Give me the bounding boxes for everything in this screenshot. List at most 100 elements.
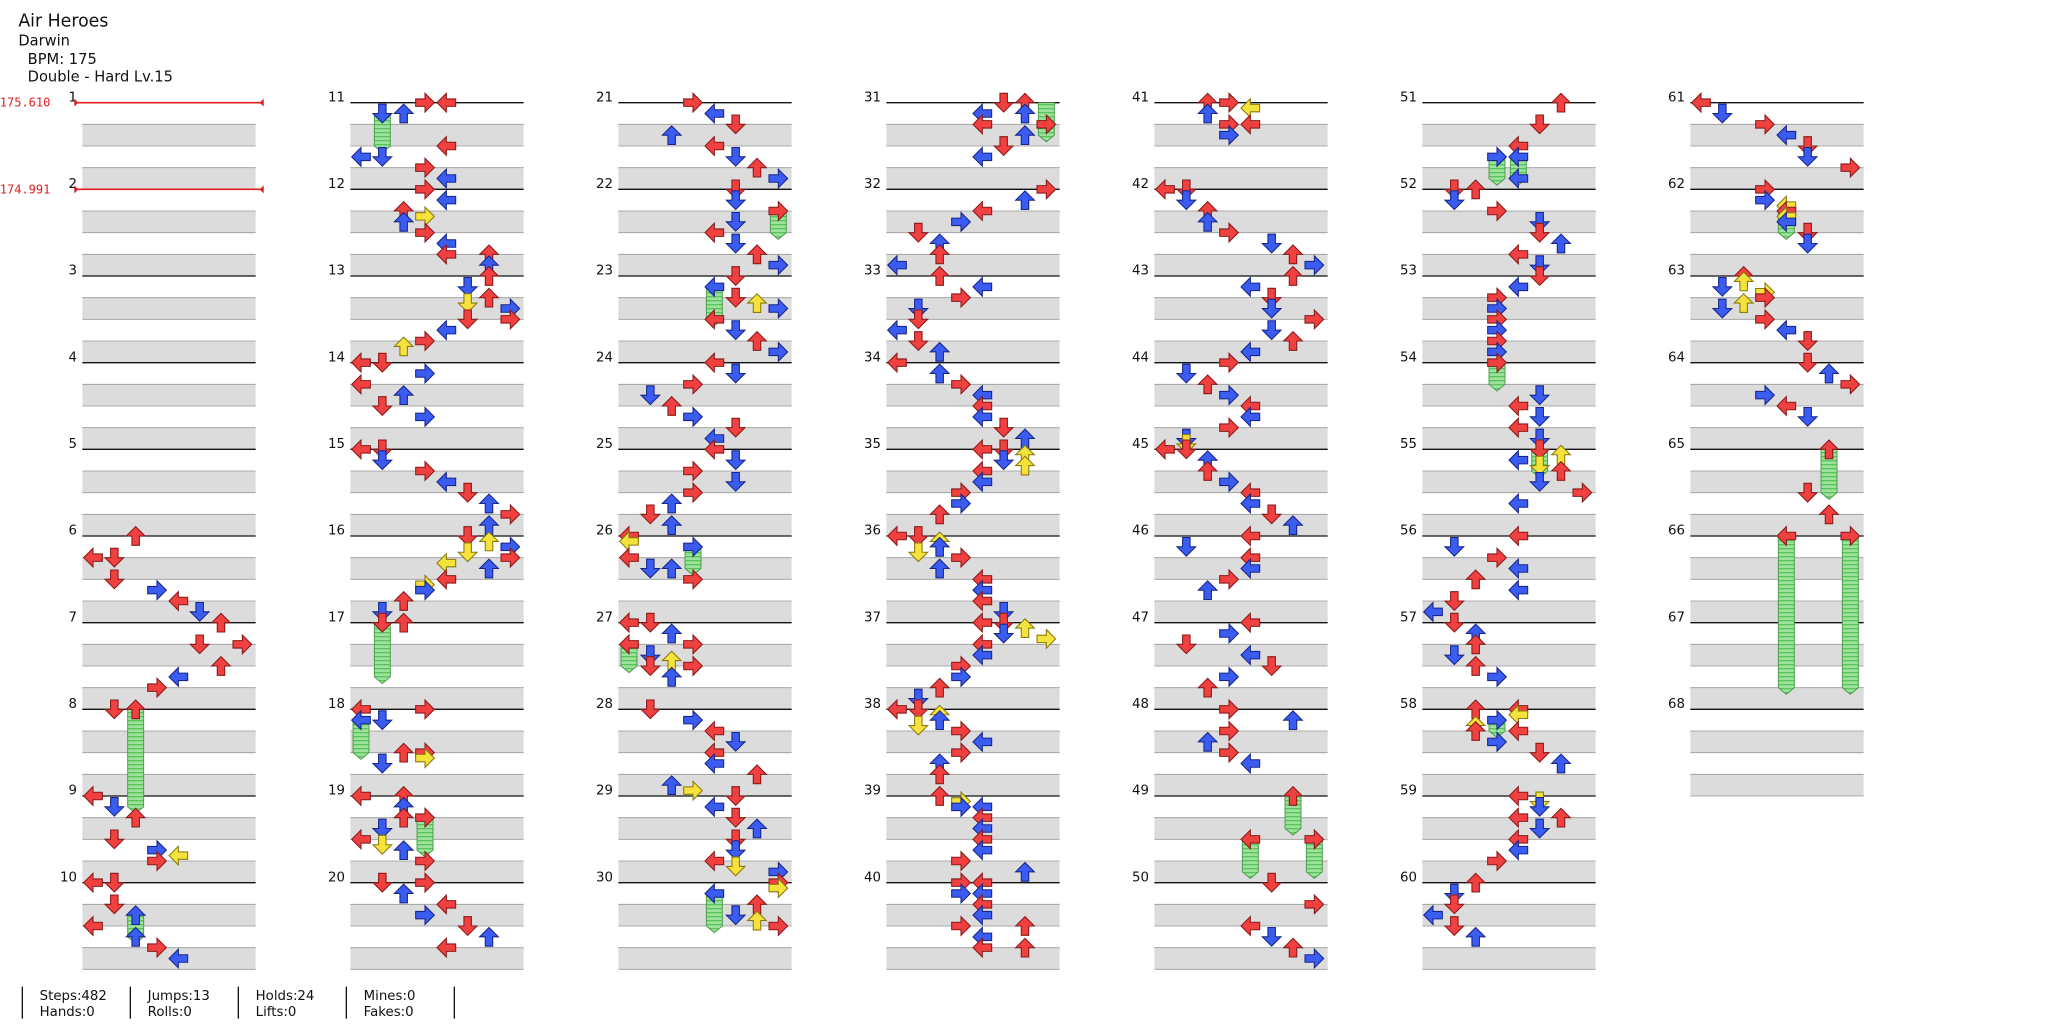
arrow-note: [886, 525, 907, 547]
measure-number: 56: [1400, 524, 1417, 539]
arrow-note: [371, 439, 393, 460]
arrow-note: [1261, 298, 1283, 319]
arrow-note: [1840, 157, 1861, 179]
arrow-note: [1733, 292, 1755, 313]
arrow-note: [1014, 915, 1036, 936]
arrow-note: [1508, 395, 1529, 417]
beat-band: [1690, 471, 1864, 493]
arrow-note: [436, 471, 457, 493]
measure-number: 62: [1668, 177, 1685, 192]
beat-band: [1154, 297, 1328, 320]
arrow-note: [371, 612, 393, 633]
arrow-note: [125, 807, 147, 828]
arrow-note: [1572, 482, 1593, 504]
beat-band: [618, 904, 792, 926]
arrow-note: [168, 844, 189, 867]
arrow-note: [1197, 460, 1219, 481]
arrow-note: [393, 612, 415, 633]
arrow-note: [1508, 146, 1529, 168]
beat-band: [1690, 557, 1864, 580]
beat-band: [82, 774, 256, 796]
arrow-note: [1304, 828, 1325, 850]
beat-band: [1422, 427, 1596, 450]
arrow-note: [1014, 190, 1036, 211]
arrow-note: [1443, 536, 1465, 557]
arrow-note: [436, 189, 457, 211]
beat-band: [618, 601, 792, 623]
measure-number: 25: [596, 437, 613, 452]
beat-band: [1154, 947, 1328, 970]
arrow-note: [951, 882, 972, 905]
beat-band: [1422, 947, 1596, 970]
arrow-note: [929, 341, 951, 362]
arrow-note: [1797, 482, 1819, 503]
arrow-note: [746, 330, 768, 351]
beat-band: [886, 297, 1060, 320]
arrow-note: [1443, 645, 1465, 666]
beat-band: [1690, 384, 1864, 406]
arrow-note: [768, 254, 789, 276]
arrow-note: [993, 417, 1015, 438]
arrow-note: [1219, 384, 1240, 406]
arrow-note: [1014, 861, 1036, 882]
arrow-note: [661, 493, 683, 514]
beat-band: [350, 644, 524, 666]
arrow-note: [725, 146, 747, 167]
arrow-note: [1733, 271, 1755, 292]
arrow-note: [1465, 926, 1487, 947]
arrow-note: [725, 840, 747, 861]
beat-band: [1422, 384, 1596, 406]
beat-band: [82, 167, 256, 190]
arrow-note: [371, 818, 393, 839]
arrow-note: [725, 190, 747, 211]
arrow-note: [436, 92, 457, 114]
beat-band: [350, 731, 524, 753]
arrow-note: [725, 211, 747, 232]
arrow-note: [82, 785, 103, 807]
arrow-note: [725, 471, 747, 492]
beat-band: [1154, 774, 1328, 796]
arrow-note: [1529, 211, 1551, 232]
stat: Fakes:0: [364, 1005, 414, 1020]
beat-band: [1690, 254, 1864, 276]
arrow-note: [661, 515, 683, 536]
arrow-note: [1443, 179, 1465, 200]
arrow-note: [415, 362, 436, 385]
arrow-note: [1797, 331, 1819, 352]
beat-band: [618, 947, 792, 970]
measure-number: 30: [596, 870, 613, 885]
arrow-note: [951, 915, 972, 937]
arrow-note: [415, 807, 436, 829]
arrow-note: [436, 893, 457, 915]
arrow-note: [951, 666, 972, 688]
arrow-note: [1840, 373, 1861, 395]
beat-band: [350, 384, 524, 406]
arrow-note: [393, 883, 415, 904]
arrow-note: [189, 634, 211, 655]
beat-band: [1422, 861, 1596, 883]
beat-band: [1422, 471, 1596, 493]
arrow-note: [951, 211, 972, 233]
measure-number: 59: [1400, 784, 1417, 799]
arrow-note: [683, 482, 704, 504]
arrow-note: [951, 850, 972, 872]
arrow-note: [683, 536, 704, 558]
measure-number: 21: [596, 90, 613, 105]
arrow-note: [1690, 92, 1711, 114]
beat-band: [1422, 254, 1596, 276]
arrow-note: [1529, 471, 1551, 492]
arrow-note: [1508, 839, 1529, 861]
arrow-note: [704, 352, 725, 374]
arrow-note: [768, 877, 789, 899]
measure-number: 13: [328, 264, 345, 279]
arrow-note: [1175, 363, 1197, 384]
arrow-note: [972, 471, 993, 493]
arrow-note: [951, 720, 972, 742]
arrow-note: [1240, 406, 1261, 428]
beat-band: [82, 514, 256, 536]
measure-number: 17: [328, 610, 345, 625]
beat-band: [82, 297, 256, 320]
arrow-note: [907, 526, 929, 547]
arrow-note: [1261, 656, 1283, 677]
arrow-note: [1240, 828, 1261, 850]
